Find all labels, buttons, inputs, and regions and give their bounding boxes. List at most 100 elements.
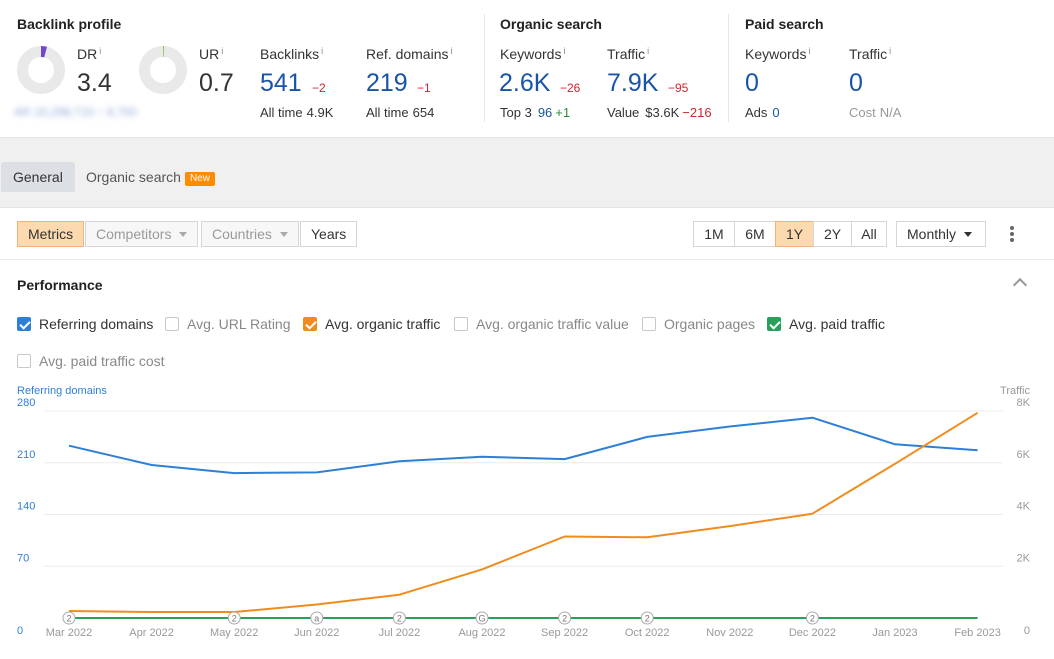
countries-dropdown[interactable]: Countries — [201, 221, 299, 247]
tab-general[interactable]: General — [1, 162, 75, 192]
organic-keywords-delta: −26 — [560, 81, 581, 95]
organic-traffic-value[interactable]: 7.9K — [607, 69, 659, 97]
x-tick-label: Jul 2022 — [379, 627, 421, 639]
annotation-marker[interactable]: 2 — [62, 611, 76, 625]
right-axis-title: Traffic — [1000, 385, 1030, 397]
interval-dropdown[interactable]: Monthly — [896, 221, 986, 247]
organic-keywords-value[interactable]: 2.6K — [499, 69, 551, 97]
range-6m[interactable]: 6M — [734, 221, 776, 247]
range-all[interactable]: All — [851, 221, 887, 247]
annotation-circle — [62, 611, 76, 625]
checkbox-icon — [17, 354, 31, 368]
series-line-referring-domains — [68, 416, 978, 475]
ur-value: 0.7 — [199, 69, 234, 97]
x-tick-label: Nov 2022 — [706, 627, 753, 639]
annotation-marker[interactable]: 2 — [227, 611, 241, 625]
info-icon: i — [563, 46, 566, 56]
annotation-marker[interactable]: 2 — [805, 611, 819, 625]
right-tick-label: 6K — [1017, 449, 1031, 461]
annotation-label: 2 — [397, 614, 402, 624]
checkbox-icon — [303, 317, 317, 331]
annotation-label: 2 — [66, 614, 71, 624]
range-1m[interactable]: 1M — [693, 221, 735, 247]
left-tick-label: 140 — [17, 501, 35, 513]
left-axis-title: Referring domains — [17, 385, 107, 397]
ref-domains-all-time: All time 654 — [366, 105, 435, 120]
dr-label: DR i — [77, 46, 102, 62]
backlinks-value[interactable]: 541 — [260, 69, 302, 97]
annotation-marker[interactable]: G — [475, 611, 489, 625]
checkbox-icon — [165, 317, 179, 331]
annotation-marker[interactable]: 2 — [392, 611, 406, 625]
checkbox-icon — [454, 317, 468, 331]
divider — [728, 14, 729, 122]
organic-traffic-label: Traffic i — [607, 46, 650, 62]
metrics-toggle[interactable]: Metrics — [17, 221, 85, 247]
annotation-circle — [227, 611, 241, 625]
more-options-icon[interactable] — [1006, 224, 1018, 244]
paid-search-title: Paid search — [745, 16, 824, 32]
years-toggle[interactable]: Years — [300, 221, 357, 247]
ref-domains-delta: −1 — [417, 81, 431, 95]
ur-label: UR i — [199, 46, 224, 62]
range-2y[interactable]: 2Y — [813, 221, 852, 247]
ref-domains-value[interactable]: 219 — [366, 69, 408, 97]
left-tick-label: 210 — [17, 449, 35, 461]
x-tick-label: Dec 2022 — [789, 627, 836, 639]
checkbox-avg-organic-traffic-value[interactable]: Avg. organic traffic value — [454, 316, 629, 334]
annotation-circle — [558, 611, 572, 625]
checkbox-avg-paid-traffic-cost[interactable]: Avg. paid traffic cost — [17, 353, 165, 371]
x-tick-label: Mar 2022 — [46, 627, 92, 639]
x-tick-label: May 2022 — [210, 627, 258, 639]
new-badge: New — [184, 172, 215, 186]
info-icon: i — [221, 46, 224, 56]
backlinks-all-time: All time 4.9K — [260, 105, 334, 120]
paid-traffic-value[interactable]: 0 — [849, 69, 863, 97]
annotation-label: 2 — [562, 614, 567, 624]
checkbox-icon — [767, 317, 781, 331]
chevron-down-icon — [179, 232, 188, 237]
annotation-marker[interactable]: 2 — [558, 611, 572, 625]
annotation-circle — [640, 611, 654, 625]
organic-top3: Top 3 96 +1 — [500, 105, 571, 120]
info-icon: i — [889, 46, 892, 56]
competitors-dropdown[interactable]: Competitors — [85, 221, 199, 247]
left-tick-label: 0 — [17, 625, 23, 637]
x-tick-label: Feb 2023 — [954, 627, 1000, 639]
chevron-up-icon[interactable] — [1012, 277, 1028, 293]
annotation-label: a — [314, 614, 319, 624]
organic-traffic-delta: −95 — [668, 81, 689, 95]
ref-domains-label: Ref. domains i — [366, 46, 453, 62]
annotation-marker[interactable]: a — [310, 611, 324, 625]
x-tick-label: Apr 2022 — [129, 627, 174, 639]
checkbox-icon — [642, 317, 656, 331]
backlink-profile-title: Backlink profile — [17, 16, 122, 32]
annotation-label: 2 — [232, 614, 237, 624]
x-tick-label: Oct 2022 — [625, 627, 670, 639]
checkbox-avg-organic-traffic[interactable]: Avg. organic traffic — [303, 316, 440, 334]
paid-keywords-value[interactable]: 0 — [745, 69, 759, 97]
info-icon: i — [321, 46, 324, 56]
chevron-down-icon — [964, 232, 973, 237]
paid-ads: Ads 0 — [745, 105, 780, 120]
annotation-circle — [310, 611, 324, 625]
annotation-label: 2 — [810, 614, 815, 624]
range-1y[interactable]: 1Y — [775, 221, 814, 247]
checkbox-avg-paid-traffic[interactable]: Avg. paid traffic — [767, 316, 885, 334]
right-tick-label: 2K — [1017, 552, 1031, 564]
organic-traffic-value-sub: Value $3.6K −216 — [607, 105, 712, 120]
checkbox-organic-pages[interactable]: Organic pages — [642, 316, 755, 334]
info-icon: i — [99, 46, 102, 56]
x-tick-label: Jun 2022 — [294, 627, 339, 639]
checkbox-avg-url-rating[interactable]: Avg. URL Rating — [165, 316, 291, 334]
annotation-circle — [475, 611, 489, 625]
checkbox-referring-domains[interactable]: Referring domains — [17, 316, 153, 334]
left-tick-label: 280 — [17, 397, 35, 409]
series-line-avg-organic-traffic — [68, 411, 979, 613]
organic-keywords-label: Keywords i — [500, 46, 566, 62]
annotation-marker[interactable]: 2 — [640, 611, 654, 625]
performance-card: Metrics Competitors Countries Years 1M 6… — [0, 207, 1054, 659]
performance-line-chart: Referring domains Traffic 0 70 140 210 280 0 2K 4… — [17, 385, 1031, 639]
tab-organic-search[interactable]: Organic search New — [74, 162, 227, 192]
annotation-circle — [392, 611, 406, 625]
